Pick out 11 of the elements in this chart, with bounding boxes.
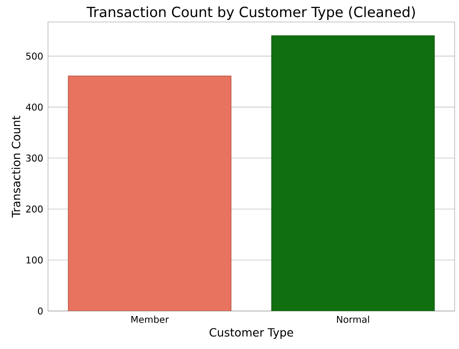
x-tick-label: Member: [131, 316, 169, 323]
y-tick-label: 500: [26, 52, 43, 60]
y-tick-label: 0: [38, 307, 43, 315]
y-tick-label: 100: [26, 256, 43, 264]
y-axis-title: Transaction Count: [12, 116, 20, 218]
y-tick-label: 400: [26, 104, 43, 111]
y-tick-label: 200: [26, 206, 43, 213]
x-axis-title: Customer Type: [210, 328, 294, 339]
y-tick-label: 300: [26, 154, 43, 162]
x-tick-label: Normal: [337, 316, 370, 323]
chart-title: Transaction Count by Customer Type (Cleaned): [86, 6, 415, 20]
